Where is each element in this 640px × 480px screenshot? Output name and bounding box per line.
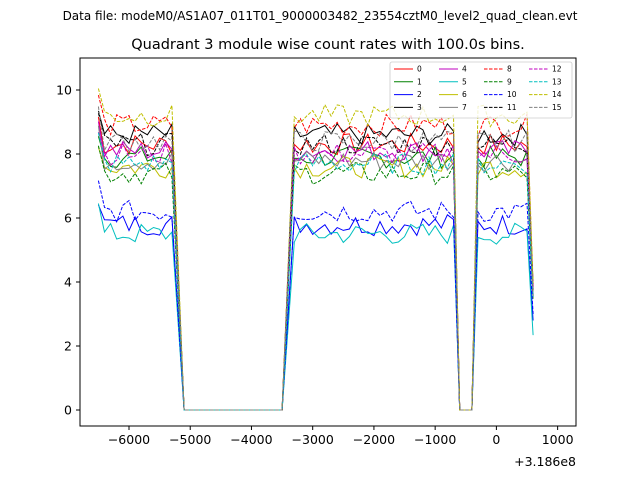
y-axis: 0 2 4 6 8 10 [56,83,80,418]
legend-label-7: 7 [462,103,467,112]
x-tick-label: −2000 [353,432,395,447]
legend-label-3: 3 [417,103,422,112]
legend-label-6: 6 [462,90,467,99]
legend-label-0: 0 [417,65,422,74]
series-line-11 [97,113,534,411]
legend-label-15: 15 [552,103,562,112]
axes-frame [79,57,577,427]
legend-label-2: 2 [417,90,422,99]
y-tick-label: 0 [64,403,72,418]
x-axis: −6000 −5000 −4000 −3000 −2000 −1000 0 1000 [108,426,574,447]
x-tick-label: 1000 [542,432,574,447]
legend-label-14: 14 [552,90,562,99]
legend-frame [389,61,573,119]
plot-area [97,88,534,411]
y-tick-label: 10 [56,83,72,98]
x-tick-label: −6000 [108,432,150,447]
x-tick-label: −4000 [230,432,272,447]
legend-label-4: 4 [462,65,467,74]
legend-label-11: 11 [507,103,517,112]
y-tick-label: 2 [64,339,72,354]
legend-label-5: 5 [462,77,467,86]
legend-label-9: 9 [507,77,512,86]
legend-label-8: 8 [507,65,512,74]
y-tick-label: 8 [64,147,72,162]
legend-label-13: 13 [552,77,562,86]
chart-title: Quadrant 3 module wise count rates with … [131,37,525,53]
legend-label-10: 10 [507,90,517,99]
suptitle: Data file: modeM0/AS1A07_011T01_90000034… [63,9,578,23]
x-offset-label: +3.186e8 [514,454,576,469]
y-tick-label: 6 [64,211,72,226]
legend-label-1: 1 [417,77,422,86]
x-tick-label: −1000 [414,432,456,447]
legend-label-12: 12 [552,65,562,74]
x-tick-label: −5000 [169,432,211,447]
series-line-15 [97,106,534,411]
x-tick-label: −3000 [292,432,334,447]
y-tick-label: 4 [64,275,72,290]
x-tick-label: 0 [492,432,500,447]
